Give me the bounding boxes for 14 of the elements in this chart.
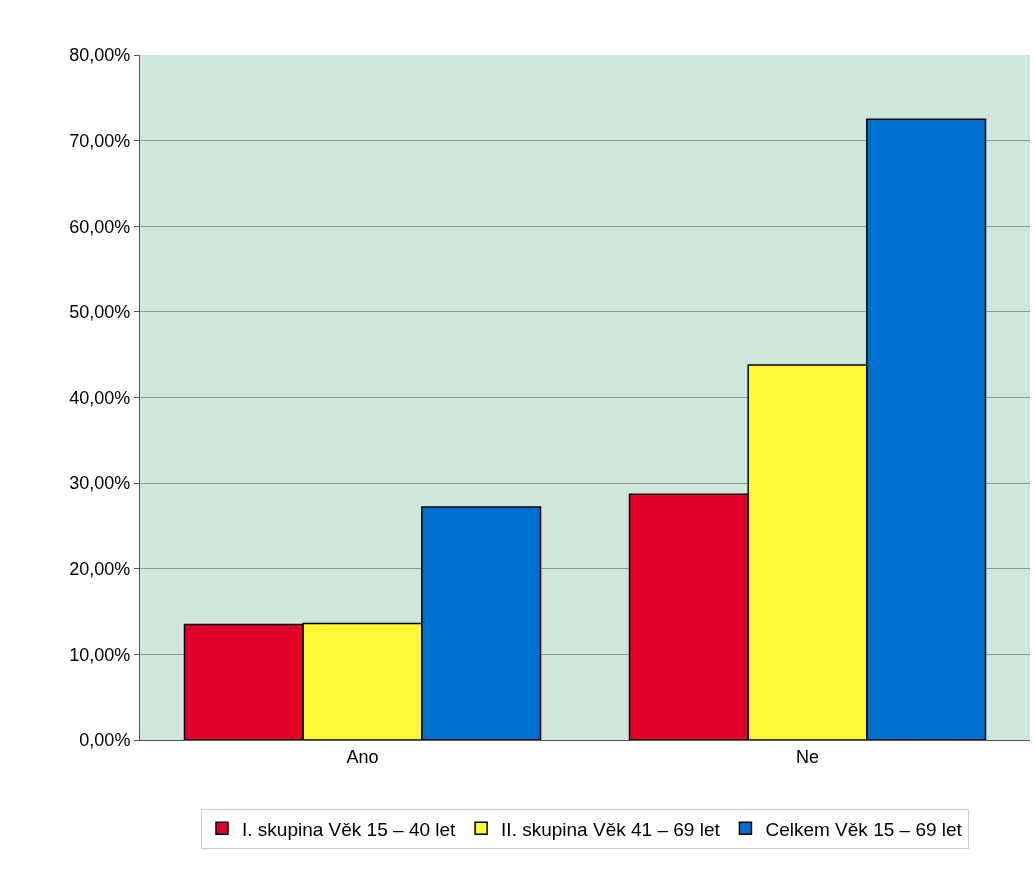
legend-label: II. skupina Věk 41 – 69 let [501,818,721,840]
y-tick-label: 50,00% [69,302,131,323]
y-tick-label: 80,00% [69,45,131,66]
legend-label: I. skupina Věk 15 – 40 let [242,818,457,840]
y-tick-label: 20,00% [69,559,131,580]
y-tick-label: 70,00% [69,130,131,151]
x-tick-label: Ano [346,746,379,767]
y-tick-label: 0,00% [79,730,131,751]
y-tick-label: 10,00% [69,644,131,665]
x-tick-label: Ne [795,746,820,767]
y-tick-label: 60,00% [69,216,131,237]
y-tick-label: 30,00% [69,473,131,494]
y-tick-label: 40,00% [69,387,131,408]
legend-label: Celkem Věk 15 – 69 let [765,818,963,840]
